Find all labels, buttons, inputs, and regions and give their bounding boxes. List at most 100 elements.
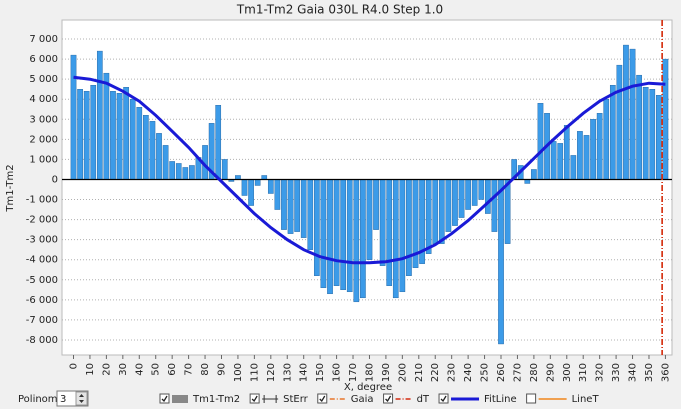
bar	[103, 72, 110, 180]
x-tick-label: 160	[332, 363, 343, 382]
y-tick-label: 1 000	[29, 154, 58, 165]
bar	[294, 179, 300, 232]
bar	[267, 179, 274, 194]
legend-swatch	[172, 395, 188, 403]
bar	[629, 48, 636, 180]
x-tick-label: 110	[249, 363, 260, 382]
bar	[77, 89, 83, 180]
bar	[577, 131, 583, 180]
x-tick-label: 170	[348, 363, 359, 382]
bar	[386, 179, 393, 286]
bar	[70, 54, 77, 180]
bar	[162, 145, 169, 180]
bar	[557, 143, 564, 180]
legend-label: Tm1-Tm2	[192, 394, 240, 405]
bar	[340, 179, 346, 291]
legend-checkbox[interactable]	[317, 393, 328, 404]
checkmark	[251, 395, 258, 403]
bar	[175, 163, 182, 180]
bar	[169, 161, 175, 180]
x-tick-label: 320	[595, 363, 606, 382]
bar	[307, 179, 314, 250]
bar	[281, 179, 287, 230]
checkmark	[319, 395, 326, 403]
bar	[366, 179, 373, 260]
bar	[392, 179, 399, 299]
legend-label: Gaia	[351, 394, 374, 405]
legend-checkbox[interactable]	[159, 393, 170, 404]
bar	[83, 91, 90, 180]
bar	[143, 115, 149, 180]
bar	[485, 179, 491, 214]
y-tick-label: -2 000	[26, 215, 58, 226]
x-tick-label: 10	[85, 363, 96, 376]
bar	[491, 179, 498, 232]
bar	[425, 179, 432, 254]
bar	[399, 179, 406, 293]
x-tick-label: 140	[299, 363, 310, 382]
bar	[504, 179, 511, 244]
x-tick-label: 40	[134, 363, 145, 376]
chart-title: Tm1-Tm2 Gaia 030L R4.0 Step 1.0	[236, 3, 443, 17]
bar	[96, 50, 103, 180]
bar	[287, 179, 294, 234]
bar	[360, 179, 366, 299]
y-tick-label: -5 000	[26, 275, 58, 286]
bar	[136, 107, 143, 180]
x-tick-label: 180	[364, 363, 375, 382]
legend-checkbox[interactable]	[249, 393, 260, 404]
bar	[616, 64, 623, 180]
bar	[274, 179, 281, 210]
legend: Tm1-Tm2 StErr Gaia dT FitLine LineT	[159, 393, 600, 405]
bar	[452, 179, 458, 226]
y-tick-label: -8 000	[26, 335, 58, 346]
x-tick-label: 310	[578, 363, 589, 382]
x-tick-label: 90	[216, 363, 227, 376]
y-tick-label: 2 000	[29, 134, 58, 145]
y-tick-label: 3 000	[29, 114, 58, 125]
bar	[320, 179, 327, 288]
polinomy-value[interactable]: 3	[60, 394, 66, 405]
y-tick-label: -7 000	[26, 315, 58, 326]
bar	[373, 179, 379, 230]
legend-label: dT	[417, 394, 430, 405]
bar	[471, 179, 478, 206]
bar	[609, 84, 616, 180]
legend-swatch	[262, 395, 279, 403]
bar	[314, 179, 320, 276]
bar	[537, 103, 544, 180]
legend-label: LineT	[572, 394, 600, 405]
legend-checkbox[interactable]	[383, 393, 394, 404]
bar	[182, 167, 189, 180]
bar	[129, 99, 136, 180]
bar	[221, 159, 228, 180]
y-tick-label: 6 000	[29, 54, 58, 65]
bar	[478, 179, 485, 200]
x-tick-label: 250	[480, 363, 491, 382]
bar	[248, 179, 254, 206]
bar	[333, 179, 340, 286]
bar	[531, 169, 537, 180]
x-tick-label: 230	[447, 363, 458, 382]
x-tick-label: 270	[512, 363, 523, 382]
legend-label: FitLine	[484, 394, 517, 405]
legend-checkbox[interactable]	[526, 393, 537, 404]
legend-checkbox[interactable]	[438, 393, 449, 404]
x-tick-label: 280	[529, 363, 540, 382]
bar	[346, 179, 353, 293]
x-tick-label: 330	[611, 363, 622, 382]
bar	[656, 95, 662, 180]
bar	[445, 179, 452, 232]
x-tick-label: 80	[200, 363, 211, 376]
bar	[550, 141, 557, 180]
bar	[241, 179, 248, 196]
y-axis-label: Tm1-Tm2	[5, 164, 16, 212]
bar	[458, 179, 465, 218]
y-tick-label: -3 000	[26, 235, 58, 246]
x-tick-label: 240	[463, 363, 474, 382]
spinner-buttons[interactable]	[75, 391, 88, 406]
legend-label: StErr	[283, 394, 309, 405]
bar	[583, 135, 590, 180]
bar	[570, 155, 577, 180]
